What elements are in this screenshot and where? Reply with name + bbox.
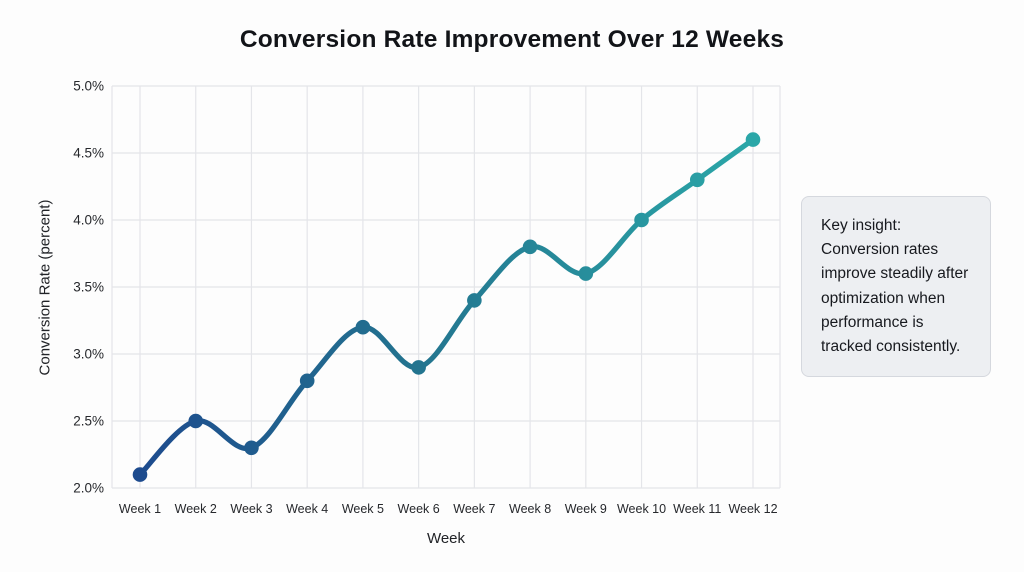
data-point (634, 212, 649, 228)
y-axis-title: Conversion Rate (percent) (36, 199, 54, 376)
x-tick-label: Week 4 (286, 502, 328, 516)
chart-title: Conversion Rate Improvement Over 12 Week… (239, 26, 785, 53)
data-point (244, 440, 259, 456)
data-point (132, 467, 148, 482)
y-tick-label: 4.0% (73, 213, 104, 228)
data-point (355, 319, 371, 335)
x-tick-label: Week 3 (230, 502, 272, 516)
x-tick-label: Week 1 (119, 502, 161, 516)
data-point (689, 172, 705, 188)
x-tick-label: Week 12 (728, 502, 777, 516)
x-tick-label: Week 10 (617, 502, 666, 516)
data-point (522, 239, 538, 255)
insight-box: Key insight: Conversion rates improve st… (801, 196, 991, 378)
x-axis-title: Week (426, 530, 466, 547)
y-tick-label: 4.5% (73, 146, 104, 161)
x-tick-label: Week 8 (509, 502, 551, 516)
y-tick-label: 5.0% (73, 79, 104, 94)
trend-line (137, 137, 756, 478)
y-tick-label: 3.5% (73, 280, 104, 295)
x-tick-label: Week 6 (398, 502, 440, 516)
data-point (299, 373, 315, 389)
x-tick-label: Week 11 (673, 502, 721, 516)
x-tick-label: Week 5 (342, 502, 384, 516)
x-tick-label: Week 2 (175, 502, 217, 516)
y-tick-label: 2.5% (73, 414, 104, 429)
y-tick-label: 3.0% (73, 347, 104, 362)
data-point (578, 266, 594, 281)
insight-text: Key insight: Conversion rates improve st… (821, 217, 969, 356)
y-tick-label: 2.0% (73, 481, 104, 496)
x-tick-label: Week 9 (565, 502, 607, 516)
x-tick-label: Week 7 (453, 502, 495, 516)
data-point (467, 293, 482, 308)
data-point (411, 360, 426, 375)
data-point (188, 413, 204, 429)
data-point (745, 132, 761, 147)
